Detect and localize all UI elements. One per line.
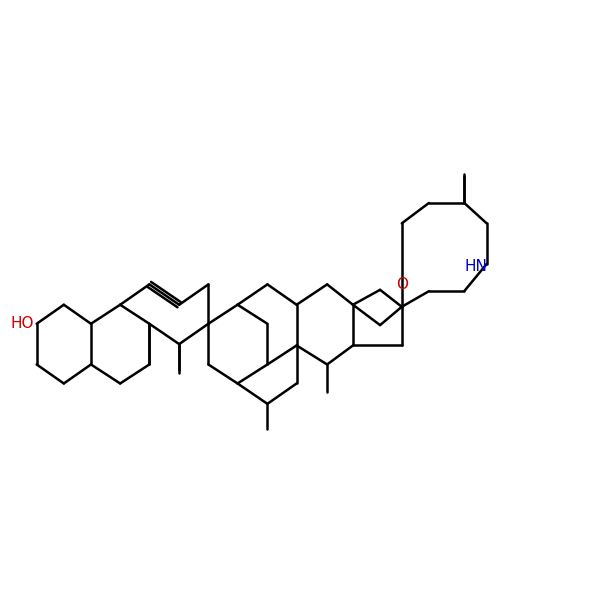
Text: HN: HN [464,259,487,274]
Text: HO: HO [10,316,34,331]
Text: O: O [396,277,408,292]
